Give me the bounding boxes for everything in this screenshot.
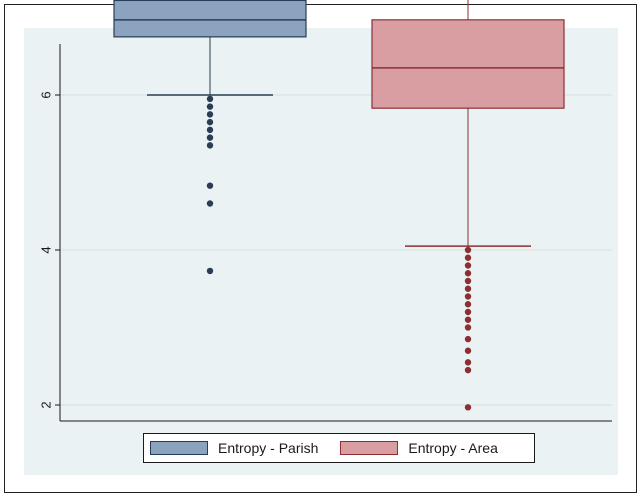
legend-swatch-area [340,441,399,455]
outlier-point [206,142,214,149]
outlier-point [206,182,214,189]
outlier-point [464,270,472,277]
outlier-point [464,285,472,292]
outlier-point [464,404,472,411]
y-tick-label: 6 [39,91,54,98]
outlier-point [464,293,472,300]
box-area [371,0,565,411]
y-axis: 246810 [39,44,612,422]
legend-item-parish: Entropy - Parish [144,434,318,462]
outlier-point [464,324,472,331]
iqr-box [113,0,307,38]
outlier-point [206,267,214,275]
y-tick-label: 2 [39,401,54,408]
outlier-point [206,200,214,207]
outlier-point [464,335,472,343]
iqr-box [371,19,565,109]
outlier-point [206,95,214,103]
outlier-point [206,103,214,110]
outlier-point [464,246,472,254]
outlier-point [464,301,472,308]
outlier-point [464,316,472,323]
box-series [113,0,565,411]
legend: Entropy - Parish Entropy - Area [143,433,535,463]
outlier-point [464,277,472,285]
box-parish [113,0,307,275]
outlier-point [206,134,214,141]
legend-label-area: Entropy - Area [408,440,498,456]
legend-item-area: Entropy - Area [334,434,498,462]
legend-swatch-parish [150,441,208,455]
legend-label-parish: Entropy - Parish [218,440,319,456]
outlier-point [464,308,472,316]
y-tick-label: 4 [39,246,54,253]
outlier-point [206,111,214,118]
outlier-point [464,254,472,261]
outlier-point [206,126,214,134]
outlier-point [206,118,214,126]
outlier-point [464,359,472,366]
outlier-point [464,262,472,269]
outlier-point [464,366,472,374]
outlier-point [464,347,472,354]
